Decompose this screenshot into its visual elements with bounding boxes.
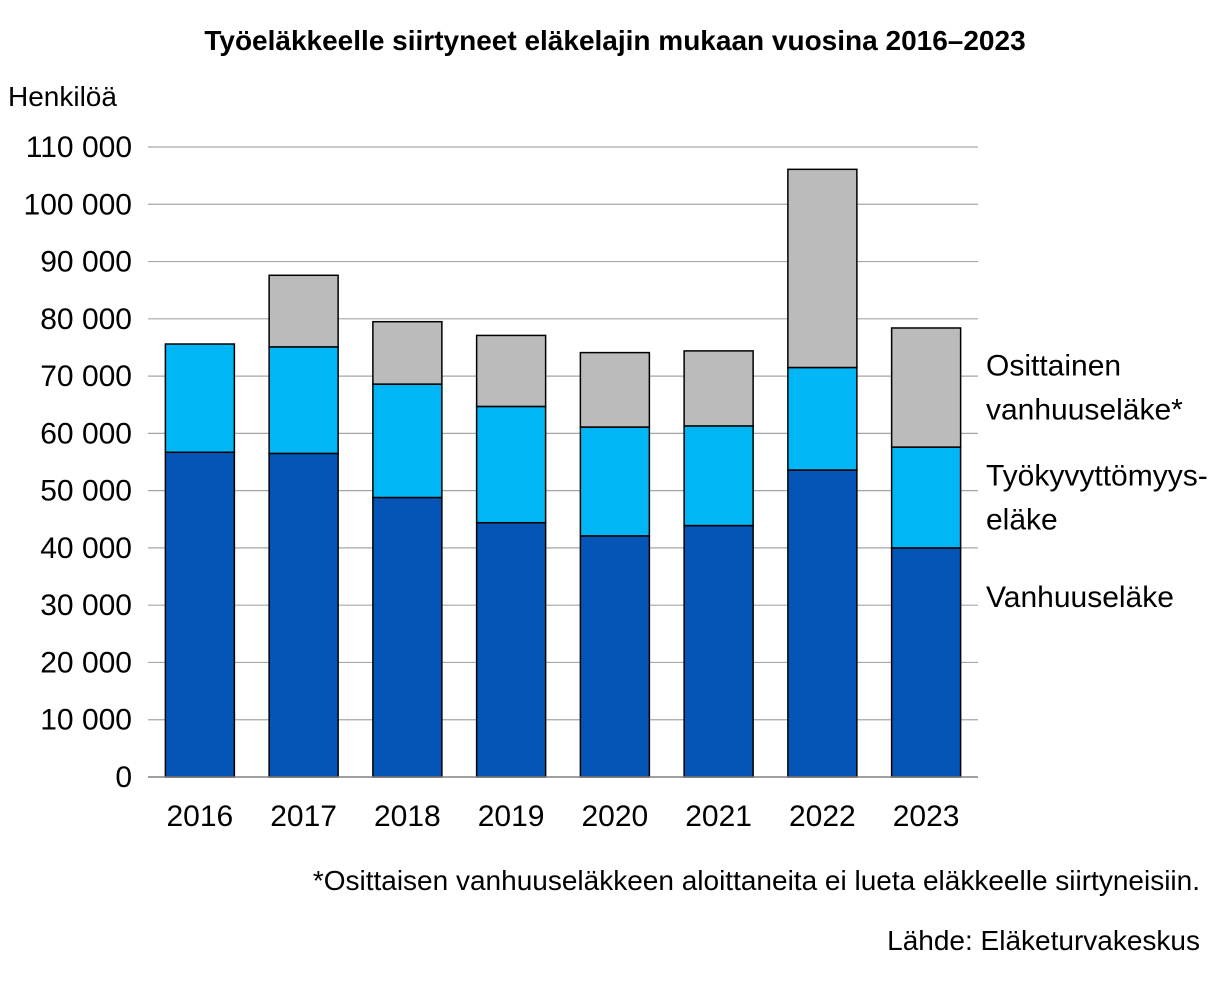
x-tick-label: 2016 [167,800,234,833]
series-label: Työkyvyttömyys-eläke [986,460,1208,537]
y-tick-label: 110 000 [26,131,132,164]
series-labels: Vanhuuseläke Työkyvyttömyys-eläke Osittain… [986,350,1208,614]
bars [164,168,962,778]
bar-segment [372,383,443,499]
bar-segment [268,346,339,455]
x-tick-label: 2019 [478,800,545,833]
x-tick-label: 2022 [789,800,856,833]
y-tick-label: 0 [115,761,132,794]
bar-segment [372,320,443,385]
y-tick-label: 30 000 [40,589,132,622]
bar-segment [164,343,236,454]
y-axis-label: Henkilöä [8,81,117,112]
bar-segment [683,524,754,778]
x-tick-label: 2023 [893,800,960,833]
footnote: *Osittaisen vanhuuseläkkeen aloittaneita… [313,865,1200,896]
y-tick-label: 80 000 [40,303,132,336]
x-tick-label: 2020 [582,800,649,833]
bar-segment [787,469,858,778]
x-tick-label: 2021 [685,800,752,833]
series-label: Vanhuuseläke [986,581,1174,614]
x-tick-label: 2017 [270,800,337,833]
chart-title: Työeläkkeelle siirtyneet eläkelajin muka… [204,25,1025,56]
bar-segment [683,350,754,427]
bar-segment [787,168,858,369]
series-label: Osittainen vanhuuseläke* [986,350,1183,427]
y-tick-label: 40 000 [40,532,132,565]
y-tick-labels: 0 10 000 20 000 30 000 40 000 50 000 60 000 70 … [24,131,132,794]
bar-segment [164,451,236,778]
y-tick-label: 20 000 [40,646,132,679]
bar-segment [579,426,651,537]
bar-segment [268,274,339,348]
x-tick-labels: 2016 2017 2018 2019 2020 2021 2022 2023 [167,800,960,833]
source-note: Lähde: Eläketurvakeskus [887,925,1200,956]
bar-segment [475,521,547,778]
bar-segment [372,496,443,778]
bar-segment [890,446,962,549]
y-tick-label: 60 000 [40,417,132,450]
bar-segment [787,366,858,471]
y-tick-label: 70 000 [40,360,132,393]
bar-segment [579,535,651,778]
bar-segment [579,351,651,428]
bar-segment [475,405,547,524]
x-tick-label: 2018 [374,800,441,833]
bar-segment [683,425,754,527]
bar-segment [890,547,962,778]
bar-segment [475,334,547,408]
bar-segment [268,452,339,778]
y-tick-label: 90 000 [40,246,132,279]
bar-segment [890,327,962,448]
y-tick-label: 100 000 [24,188,132,221]
y-tick-label: 10 000 [40,704,132,737]
y-tick-label: 50 000 [40,475,132,508]
